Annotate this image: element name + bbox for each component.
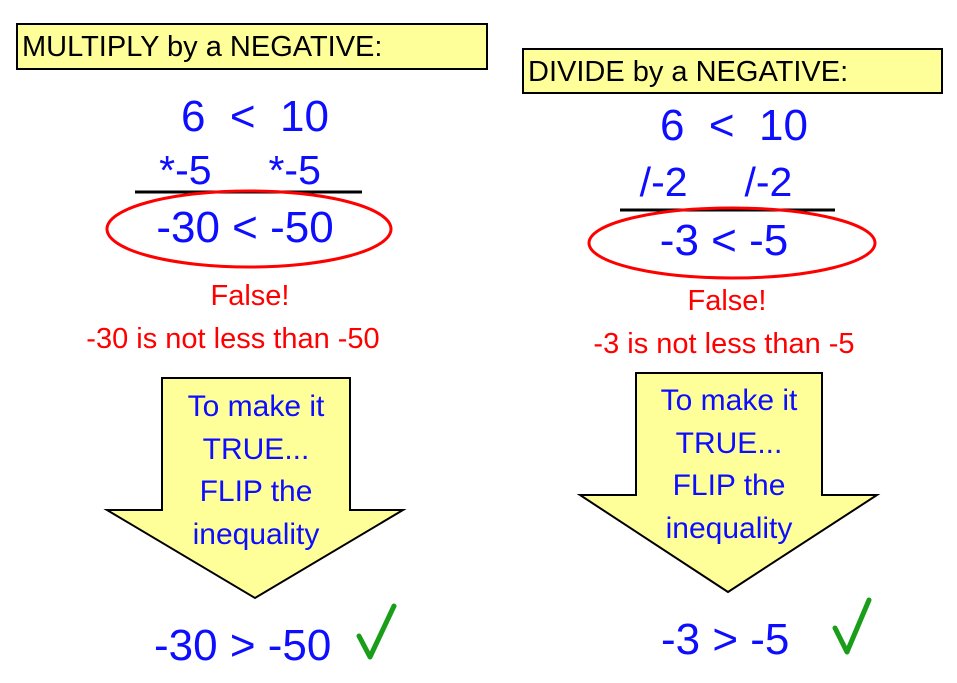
left-operation: *-5 *-5 <box>159 147 321 193</box>
arrow-text-line: inequality <box>665 511 793 545</box>
right-explanation: -3 is not less than -5 <box>593 328 855 360</box>
right-title: DIVIDE by a NEGATIVE: <box>522 48 943 94</box>
arrow-text-line: TRUE... <box>675 426 783 460</box>
arrow-text-line: FLIP the <box>199 475 313 508</box>
arrow-text-line: TRUE... <box>202 432 310 466</box>
arrow-text-line: To make it <box>187 390 325 423</box>
left-title: MULTIPLY by a NEGATIVE: <box>16 23 488 70</box>
left-inequality: 6 < 10 <box>180 92 330 141</box>
right-down-arrow <box>576 372 881 594</box>
right-corrected: -3 > -5 <box>661 615 790 664</box>
right-checkmark-icon <box>832 597 872 655</box>
left-arrow-text: To make it TRUE... FLIP the inequality <box>162 386 350 556</box>
left-explanation: -30 is not less than -50 <box>86 323 380 355</box>
left-verdict: False! <box>210 280 290 312</box>
arrow-text-line: To make it <box>660 384 798 417</box>
left-result-circle <box>105 189 393 269</box>
right-inequality: 6 < 10 <box>659 101 809 150</box>
right-result-circle <box>587 206 877 280</box>
arrow-text-line: inequality <box>192 517 320 551</box>
arrow-text-line: FLIP the <box>672 469 786 502</box>
right-result: -3 < -5 <box>659 216 789 265</box>
left-result: -30 < -50 <box>156 203 334 252</box>
right-operation: /-2 /-2 <box>639 159 793 205</box>
left-checkmark-icon <box>356 603 397 660</box>
right-arrow-text: To make it TRUE... FLIP the inequality <box>636 380 822 550</box>
left-down-arrow <box>103 377 407 600</box>
left-corrected: -30 > -50 <box>154 621 332 670</box>
right-verdict: False! <box>687 285 767 317</box>
